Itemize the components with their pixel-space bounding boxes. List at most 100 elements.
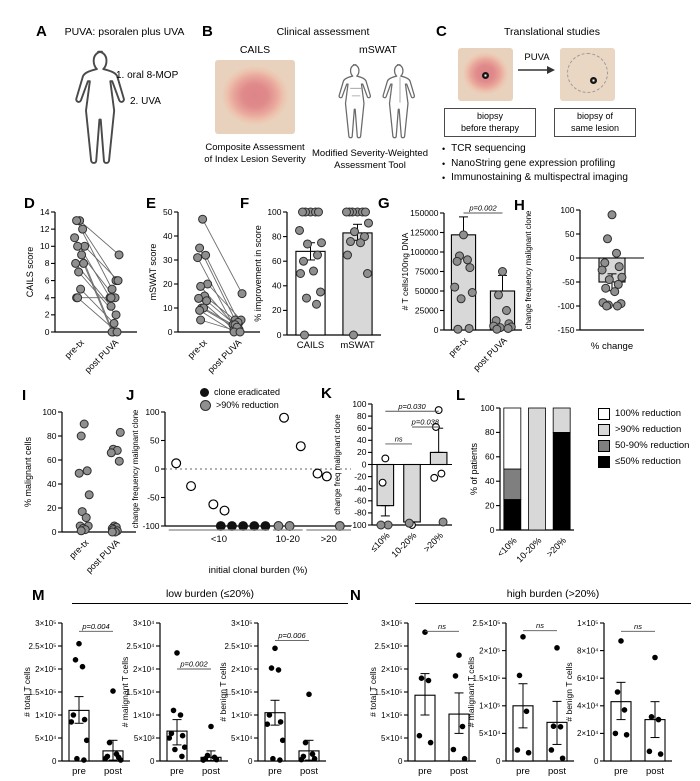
svg-text:≤10%: ≤10%	[368, 530, 391, 553]
arrow-right-icon	[518, 66, 555, 74]
svg-text:3×10⁵: 3×10⁵	[231, 619, 252, 628]
panel-L-letter: L	[456, 387, 466, 404]
biopsy-after-box-line2: same lesion	[570, 122, 620, 133]
legend-label: 100% reduction	[615, 408, 682, 420]
svg-text:p=0.038: p=0.038	[411, 417, 440, 426]
svg-text:100000: 100000	[410, 247, 439, 257]
svg-text:-80: -80	[354, 508, 367, 518]
svg-text:post: post	[646, 766, 664, 777]
svg-text:mSWAT: mSWAT	[340, 340, 374, 351]
svg-text:change freq malignant clone: change freq malignant clone	[333, 414, 342, 515]
svg-text:3×10⁵: 3×10⁵	[35, 619, 56, 628]
svg-text:-50: -50	[562, 277, 575, 287]
svg-text:10-20%: 10-20%	[514, 535, 543, 564]
panel-K-chart: -100 -80 -60 -40 -20 0 20 40 60 80 100 change freq …	[333, 399, 452, 559]
svg-text:-50: -50	[147, 492, 160, 502]
svg-text:<10: <10	[211, 534, 227, 545]
cails-lesion-image	[215, 60, 295, 134]
lesion-outline-dashed-icon	[567, 53, 608, 93]
black-dot-icon	[200, 388, 209, 397]
svg-text:12: 12	[40, 224, 50, 234]
svg-text:p=0.004: p=0.004	[81, 622, 109, 631]
bullet-text: Immunostaining & multispectral imaging	[451, 172, 628, 183]
panel-B-letter: B	[202, 23, 213, 40]
bullet-icon: •	[442, 144, 446, 154]
svg-text:40: 40	[272, 281, 282, 291]
svg-text:80: 80	[47, 431, 57, 441]
svg-text:25000: 25000	[415, 305, 439, 315]
svg-text:initial clonal burden (%): initial clonal burden (%)	[209, 565, 308, 576]
svg-text:6: 6	[45, 275, 50, 285]
panel-F-chart: 0 20 40 60 80 100 % improvement in score CAILS m…	[253, 207, 381, 351]
svg-text:# benign T cells: # benign T cells	[564, 662, 574, 721]
svg-text:2.5×10⁴: 2.5×10⁴	[126, 642, 155, 651]
legend-item: clone eradicated	[200, 388, 280, 397]
svg-text:80: 80	[485, 427, 495, 437]
mswat-caption-line2: Assessment Tool	[334, 159, 406, 171]
svg-text:2.5×10⁵: 2.5×10⁵	[28, 642, 56, 651]
svg-text:80: 80	[357, 411, 367, 421]
lightgray-swatch-icon	[598, 424, 610, 436]
legend-label: ≤50% reduction	[615, 456, 681, 468]
svg-text:ns: ns	[438, 622, 446, 631]
panel-B-title: Clinical assessment	[276, 26, 370, 38]
svg-text:# total T cells: # total T cells	[22, 667, 32, 717]
svg-text:# malignant T cells: # malignant T cells	[466, 657, 476, 728]
svg-text:% malignant cells: % malignant cells	[23, 436, 33, 507]
panel-N1-chart: 0 5×10⁴ 1×10⁵ 1.5×10⁵ 2×10⁵ 2.5×10⁵ 3×10⁵ # tot…	[368, 619, 476, 777]
bullet-text: NanoString gene expression profiling	[451, 157, 616, 169]
puva-arrow-label: PUVA	[524, 52, 550, 63]
human-body-outline-icon	[75, 50, 125, 164]
svg-text:0: 0	[155, 464, 160, 474]
panel-M1-chart: 0 5×10⁴ 1×10⁵ 1.5×10⁵ 2×10⁵ 2.5×10⁵ 3×10⁵ # tot…	[22, 619, 130, 777]
svg-text:% change: % change	[591, 341, 633, 352]
svg-text:2×10⁴: 2×10⁴	[577, 729, 599, 738]
svg-text:ns: ns	[395, 434, 403, 443]
svg-text:10: 10	[163, 303, 173, 313]
svg-text:2×10⁵: 2×10⁵	[479, 646, 500, 655]
svg-text:1×10⁵: 1×10⁵	[35, 711, 56, 720]
panel-A-letter: A	[36, 23, 47, 40]
svg-text:50: 50	[150, 435, 160, 445]
svg-text:# total T cells: # total T cells	[368, 667, 378, 717]
svg-text:2×10⁵: 2×10⁵	[381, 665, 402, 674]
bullet-item: • Immunostaining & multispectral imaging	[442, 171, 692, 186]
panel-N-title: high burden (>20%)	[415, 588, 691, 604]
svg-text:pre-tx: pre-tx	[447, 335, 471, 359]
svg-text:change frequency malignant clo: change frequency malignant clone	[524, 211, 533, 330]
svg-text:150000: 150000	[410, 208, 439, 218]
svg-text:% of patients: % of patients	[470, 442, 479, 495]
svg-text:>20%: >20%	[545, 535, 569, 559]
svg-text:% improvement in score: % improvement in score	[253, 225, 263, 322]
svg-text:60: 60	[272, 256, 282, 266]
cails-name: CAILS	[239, 44, 271, 56]
mswat-body-back-icon	[382, 64, 415, 139]
svg-text:ns: ns	[634, 622, 642, 631]
svg-text:0: 0	[362, 459, 367, 469]
cails-caption-line1: Composite Assessment	[205, 142, 305, 153]
svg-text:10: 10	[40, 241, 50, 251]
panel-A-title: PUVA: psoralen plus UVA	[64, 26, 185, 38]
svg-text:0: 0	[490, 525, 495, 535]
svg-text:40: 40	[47, 479, 57, 489]
svg-text:30: 30	[163, 255, 173, 265]
svg-text:50: 50	[163, 207, 173, 217]
cails-caption-line2: of Index Lesion Severity	[204, 153, 306, 165]
svg-text:0: 0	[398, 757, 403, 766]
legend-label: clone eradicated	[214, 387, 281, 397]
panel-G-chart: 0 25000 50000 75000 100000 125000 150000 # T ce…	[400, 204, 522, 373]
svg-text:pre-tx: pre-tx	[63, 337, 87, 361]
svg-text:1×10⁵: 1×10⁵	[231, 711, 252, 720]
black-swatch-icon	[598, 456, 610, 468]
bullet-icon: •	[442, 173, 446, 183]
svg-text:p=0.002: p=0.002	[179, 660, 208, 669]
biopsy-after-box: biopsy of same lesion	[554, 108, 636, 138]
svg-text:post PUVA: post PUVA	[206, 337, 244, 375]
svg-text:1.5×10⁵: 1.5×10⁵	[224, 688, 252, 697]
svg-text:# benign T cells: # benign T cells	[218, 662, 228, 721]
panel-A: PUVA: psoralen plus UVA 1. oral 8-MOP 2.…	[8, 22, 193, 194]
panel-I-chart: 0 20 40 60 80 100 % malignant cells pre-txpost …	[23, 407, 136, 575]
svg-text:20: 20	[47, 503, 57, 513]
svg-text:pre: pre	[268, 766, 282, 777]
